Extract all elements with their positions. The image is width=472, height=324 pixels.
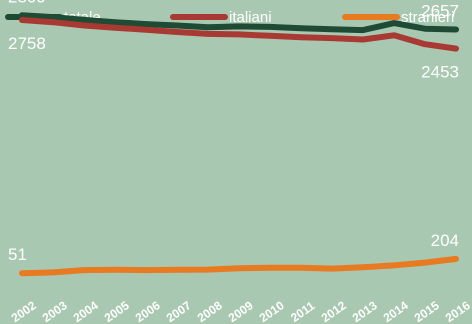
data-point-totale-2007 [176,24,178,26]
x-tick-label-2006: 2006 [133,298,163,324]
legend-label-italiani: italiani [229,9,272,26]
data-labels: 2809 2758 2657 2453 51 204 [8,0,459,264]
data-point-totale-2006 [145,23,147,25]
data-point-italiani-2005 [114,27,116,29]
data-label-italiani-2016: 2453 [421,63,459,82]
series-lines [19,12,459,277]
data-point-italiani-2006 [145,29,147,31]
data-point-italiani-2003 [52,21,54,23]
data-point-totale-2015 [424,28,426,30]
data-point-totale-2014 [393,22,395,24]
data-label-totale-2002: 2809 [8,0,46,6]
data-point-italiani-2013 [362,39,364,40]
data-point-totale-2012 [331,28,333,30]
data-point-stranieri-2007 [176,269,178,271]
data-point-totale-2003 [52,16,54,18]
x-tick-label-2015: 2015 [412,298,442,324]
data-point-stranieri-2013 [362,266,364,268]
legend-label-stranieri: stranieri [401,9,454,26]
data-point-stranieri-2003 [52,271,54,273]
x-tick-label-2004: 2004 [71,298,101,324]
data-point-totale-2005 [114,21,116,23]
x-tick-label-2002: 2002 [9,298,39,324]
x-axis-ticks: 2002 2003 2004 2005 2006 2007 2008 2009 2010 2011… [9,298,472,324]
data-label-stranieri-2016: 204 [431,231,459,250]
data-point-stranieri-2009 [238,267,240,269]
x-tick-label-2007: 2007 [164,298,194,324]
data-label-totale-2016: 2657 [421,1,459,20]
data-point-totale-2002 [21,14,23,16]
data-point-italiani-2016 [455,48,457,50]
x-tick-label-2011: 2011 [288,298,318,324]
data-point-totale-2008 [207,26,209,28]
x-tick-label-2014: 2014 [381,298,411,324]
data-point-totale-2011 [300,27,302,29]
data-point-totale-2004 [83,19,85,21]
data-point-stranieri-2016 [455,258,457,260]
data-point-stranieri-2006 [145,269,147,271]
data-point-stranieri-2004 [83,269,85,271]
data-point-stranieri-2015 [424,262,426,264]
data-point-italiani-2012 [331,37,333,39]
x-tick-label-2012: 2012 [319,298,349,324]
data-point-stranieri-2005 [114,269,116,271]
x-tick-label-2016: 2016 [443,298,472,324]
data-point-italiani-2007 [176,31,178,33]
data-point-totale-2009 [238,25,240,27]
data-point-stranieri-2011 [300,267,302,269]
data-label-stranieri-2002: 51 [8,245,27,264]
data-point-italiani-2010 [269,35,271,37]
x-tick-label-2010: 2010 [257,298,287,324]
data-label-italiani-2002: 2758 [8,34,46,53]
data-point-italiani-2002 [21,19,23,21]
data-point-totale-2016 [455,28,457,30]
data-point-italiani-2011 [300,36,302,38]
x-tick-label-2005: 2005 [102,298,132,324]
series-line-stranieri [19,255,459,277]
data-point-italiani-2004 [83,24,85,26]
data-point-italiani-2015 [424,43,426,45]
data-point-stranieri-2008 [207,269,209,271]
data-point-stranieri-2014 [393,264,395,266]
data-point-totale-2013 [362,29,364,31]
x-tick-label-2009: 2009 [226,298,256,324]
data-point-totale-2010 [269,26,271,28]
data-point-italiani-2008 [207,33,209,35]
x-tick-label-2008: 2008 [195,298,225,324]
data-point-stranieri-2002 [21,272,23,274]
data-point-italiani-2009 [238,33,240,35]
data-point-stranieri-2010 [269,267,271,269]
data-point-stranieri-2012 [331,268,333,270]
x-tick-label-2003: 2003 [40,298,70,324]
x-tick-label-2013: 2013 [350,298,380,324]
data-point-italiani-2014 [393,34,395,36]
